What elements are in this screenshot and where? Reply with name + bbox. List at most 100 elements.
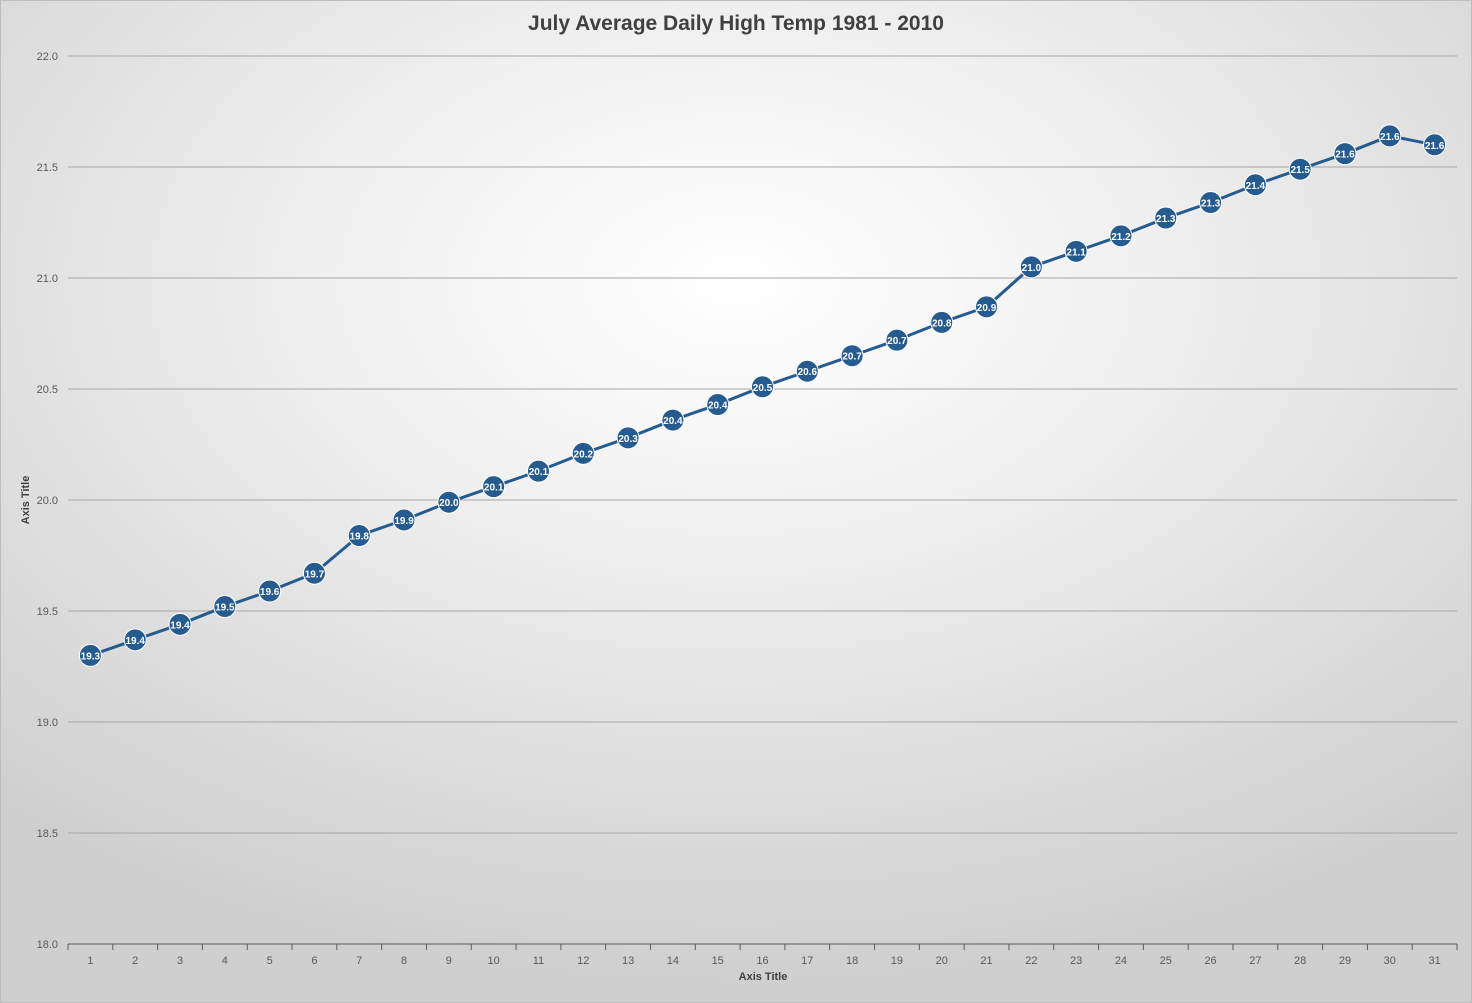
x-tick-label: 30	[1384, 955, 1396, 967]
data-label: 20.8	[932, 318, 952, 329]
data-point	[526, 459, 550, 483]
x-tick-label: 6	[311, 955, 317, 967]
x-tick-label: 23	[1070, 955, 1082, 967]
x-tick-label: 29	[1339, 955, 1351, 967]
data-point	[78, 643, 102, 667]
data-label: 20.6	[798, 367, 818, 378]
x-tick-label: 10	[488, 955, 500, 967]
data-label: 19.4	[170, 620, 190, 631]
data-point	[1333, 142, 1357, 166]
data-label: 19.7	[305, 569, 325, 580]
y-tick-label: 18.0	[37, 939, 58, 951]
x-tick-label: 28	[1294, 955, 1306, 967]
data-point	[571, 441, 595, 465]
data-point	[437, 490, 461, 514]
x-tick-label: 7	[356, 955, 362, 967]
x-tick-label: 9	[446, 955, 452, 967]
data-label: 19.8	[350, 532, 370, 543]
data-point	[123, 628, 147, 652]
data-point	[751, 375, 774, 399]
y-tick-label: 22.0	[37, 51, 58, 63]
data-label: 21.1	[1066, 247, 1086, 258]
x-tick-label: 20	[936, 955, 948, 967]
data-label: 20.7	[842, 352, 862, 363]
x-tick-label: 8	[401, 955, 407, 967]
data-point	[885, 328, 909, 352]
data-label: 21.6	[1335, 150, 1355, 161]
data-point	[975, 295, 999, 319]
data-point	[795, 359, 819, 383]
data-label: 21.3	[1201, 199, 1221, 210]
data-label: 20.2	[574, 449, 594, 460]
x-tick-label: 19	[891, 955, 903, 967]
data-label: 21.5	[1290, 165, 1310, 176]
data-label: 20.4	[708, 401, 728, 412]
x-tick-label: 25	[1160, 955, 1172, 967]
data-label: 21.4	[1246, 181, 1266, 192]
x-tick-label: 1	[87, 955, 93, 967]
data-point	[213, 595, 237, 619]
data-label: 20.9	[977, 303, 997, 314]
x-axis-title: Axis Title	[738, 971, 788, 983]
x-tick-label: 5	[267, 955, 273, 967]
data-point	[1199, 191, 1223, 215]
data-point	[1288, 157, 1312, 181]
data-point	[1243, 173, 1267, 197]
data-point	[706, 393, 730, 417]
data-point	[1378, 124, 1402, 148]
data-point	[347, 524, 371, 548]
data-point	[1064, 239, 1088, 263]
data-label: 19.3	[81, 651, 101, 662]
data-label: 19.5	[215, 603, 235, 614]
data-label: 19.4	[125, 636, 145, 647]
data-label: 20.0	[439, 498, 459, 509]
y-tick-label: 19.0	[37, 717, 58, 729]
x-tick-label: 17	[801, 955, 813, 967]
data-label: 20.5	[753, 383, 773, 394]
data-label: 21.3	[1156, 214, 1176, 225]
x-tick-label: 16	[756, 955, 768, 967]
data-point	[616, 426, 640, 450]
data-label: 21.6	[1380, 132, 1400, 143]
x-tick-label: 13	[622, 955, 634, 967]
data-point	[302, 561, 326, 585]
data-point	[840, 344, 864, 368]
data-point	[392, 508, 416, 532]
data-label: 20.3	[618, 434, 638, 445]
x-tick-label: 22	[1025, 955, 1037, 967]
data-label: 21.6	[1425, 141, 1445, 152]
x-tick-label: 24	[1115, 955, 1127, 967]
y-tick-label: 20.5	[37, 384, 58, 396]
data-label: 21.0	[1022, 263, 1042, 274]
data-point	[1019, 255, 1043, 279]
data-label: 20.7	[887, 336, 907, 347]
data-label: 20.4	[663, 416, 683, 427]
y-tick-label: 20.0	[37, 495, 58, 507]
data-label: 19.9	[394, 516, 414, 527]
data-point	[482, 475, 506, 499]
x-tick-label: 21	[980, 955, 992, 967]
x-tick-label: 15	[712, 955, 724, 967]
x-tick-label: 31	[1428, 955, 1440, 967]
data-label: 21.2	[1111, 232, 1131, 243]
data-point	[258, 579, 282, 603]
x-tick-label: 3	[177, 955, 183, 967]
data-label: 19.6	[260, 587, 280, 598]
data-point	[930, 310, 954, 334]
data-label: 20.1	[484, 483, 504, 494]
data-point	[168, 612, 192, 636]
y-tick-label: 19.5	[37, 606, 58, 618]
chart-title: July Average Daily High Temp 1981 - 2010	[528, 12, 944, 35]
x-tick-label: 4	[222, 955, 228, 967]
y-tick-label: 21.5	[37, 162, 58, 174]
x-tick-label: 26	[1204, 955, 1216, 967]
x-tick-label: 12	[577, 955, 589, 967]
x-tick-label: 14	[667, 955, 679, 967]
data-point	[1109, 224, 1133, 248]
data-point	[1423, 133, 1447, 157]
data-point	[661, 408, 685, 432]
y-tick-label: 21.0	[37, 273, 58, 285]
data-label: 20.1	[529, 467, 549, 478]
y-tick-label: 18.5	[37, 828, 58, 840]
